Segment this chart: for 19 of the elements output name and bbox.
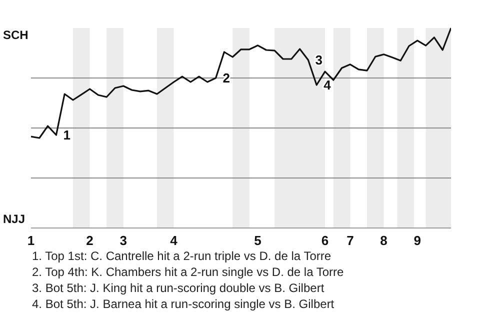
text: NJJ	[3, 212, 26, 226]
text: 1. Top 1st: C. Cantrelle hit a 2-run triple vs D. de la Torre	[32, 248, 332, 264]
x-tick-label: 1	[27, 233, 35, 248]
x-tick-label: 5	[254, 233, 262, 248]
x-tick-label: 2	[86, 233, 94, 248]
x-tick-label: 4	[170, 233, 178, 248]
annotation: 2	[222, 70, 230, 86]
text: 2. Top 4th: K. Chambers hit a 2-run single vs D. de la Torre	[32, 264, 345, 280]
x-tick-label: 9	[414, 233, 422, 248]
annotation: 3	[315, 52, 322, 68]
annotation: 1	[63, 127, 70, 142]
text: 4. Bot 5th: J. Barnea hit a run-scoring single vs B. Gilbert	[32, 296, 336, 312]
x-tick-label: 3	[120, 233, 128, 248]
x-tick-label: 8	[380, 233, 388, 248]
annotation: 4	[324, 77, 332, 92]
text: 3. Bot 5th: J. King hit a run-scoring double vs B. Gilbert	[32, 280, 326, 296]
x-tick-label: 7	[346, 233, 354, 248]
text: SCH	[3, 28, 28, 42]
x-tick-label: 6	[321, 233, 329, 248]
